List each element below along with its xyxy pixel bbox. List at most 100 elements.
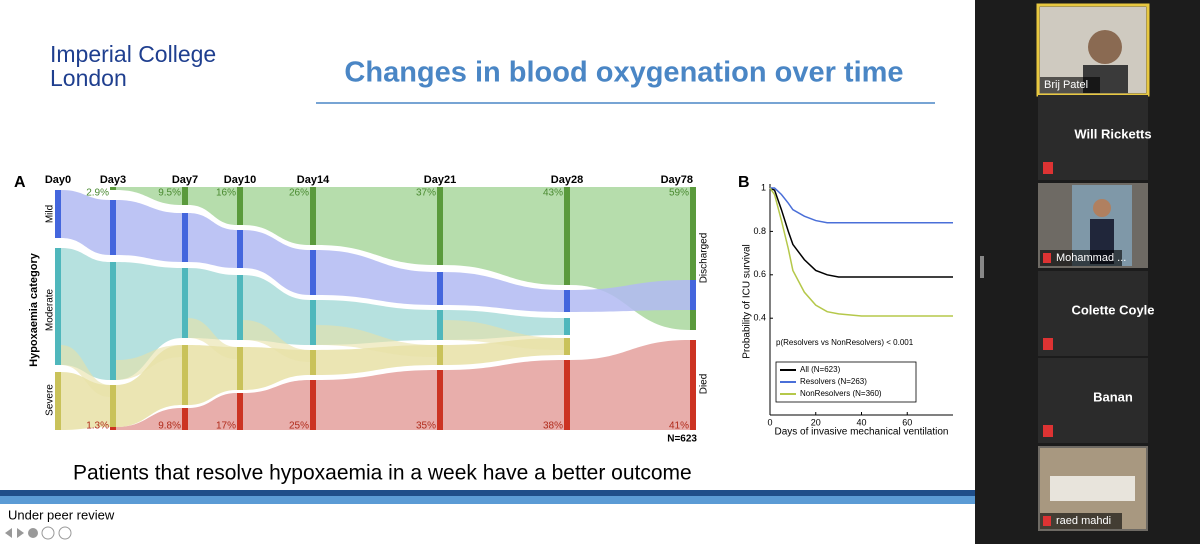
flow [61, 345, 110, 397]
y-tick-label: 0.4 [753, 313, 766, 323]
participant-tiles: Brij Patel Will Ricketts Mohammad ... Colet… [1036, 3, 1155, 531]
y-axis-label: Probability of ICU survival [742, 244, 753, 358]
name-bg [1040, 77, 1100, 93]
participant-tile[interactable]: Will Ricketts [1038, 95, 1152, 180]
top-percent: 2.9% [86, 188, 109, 199]
annotation: p(Resolvers vs NonResolvers) < 0.001 [776, 338, 914, 347]
flow [443, 187, 564, 285]
n-label: N=623 [667, 434, 697, 445]
x-tick-label: 0 [767, 417, 772, 427]
flow [188, 318, 237, 359]
panel-label: B [738, 174, 750, 191]
column-segment [182, 187, 188, 205]
flow [61, 190, 110, 255]
survival-line [769, 187, 953, 278]
participant-tile[interactable]: raed mahdi [1038, 446, 1148, 531]
name-bg [1040, 250, 1122, 266]
flow [443, 360, 564, 430]
flow [116, 345, 182, 427]
column-segment [182, 268, 188, 338]
survival-line [770, 187, 953, 224]
mute-icon [1043, 516, 1051, 526]
mute-icon [1043, 253, 1051, 263]
day-label: Day10 [224, 174, 256, 186]
column-segment [437, 345, 443, 365]
column-segment [564, 338, 570, 355]
view-button[interactable] [41, 526, 55, 540]
column-segment [182, 213, 188, 262]
top-percent: 37% [416, 188, 436, 199]
x-axis-label: Days of invasive mechanical ventilation [775, 427, 949, 438]
flow [316, 370, 437, 430]
column-segment [237, 187, 243, 225]
pen-button[interactable] [28, 528, 38, 538]
column-segment [110, 200, 116, 255]
flow [116, 345, 182, 380]
flow [316, 325, 437, 357]
participant-name: Mohammad ... [1056, 252, 1126, 264]
prev-button[interactable] [5, 528, 12, 538]
outcome-label: Discharged [699, 233, 710, 284]
column-segment [310, 250, 316, 295]
bottom-percent: 41% [669, 421, 689, 432]
menu-button[interactable] [58, 526, 72, 540]
next-button[interactable] [17, 528, 24, 538]
flow [316, 250, 437, 305]
flow [188, 187, 237, 225]
footer-bar-light [0, 496, 975, 504]
column-segment [310, 380, 316, 430]
takeaway: Patients that resolve hypoxaemia in a we… [73, 462, 692, 485]
status: Under peer review [8, 507, 115, 522]
day-label: Day3 [100, 174, 126, 186]
flow [116, 408, 182, 430]
flow [116, 187, 182, 205]
column-segment [310, 187, 316, 245]
flow [188, 393, 237, 430]
flow [243, 230, 310, 295]
panel-label: A [14, 174, 26, 191]
column-segment [110, 427, 116, 430]
category-label: Mild [45, 205, 56, 223]
participant-tile[interactable]: Banan [1038, 358, 1148, 443]
sankey: A Day0 Day3 Day7 Day10 Day14 Day21 Day28 Day78 2.… [14, 174, 710, 445]
top-percent: 26% [289, 188, 309, 199]
slide-toolbar[interactable] [5, 526, 72, 540]
survival-line [769, 187, 953, 317]
flow [243, 320, 310, 362]
column-segment [437, 272, 443, 305]
column-segment [237, 230, 243, 268]
tile-bg [1038, 271, 1148, 356]
y-tick-label: 0.6 [753, 269, 766, 279]
day-label: Day78 [661, 174, 693, 186]
day-label: Day14 [297, 174, 330, 186]
legend-label: Resolvers (N=263) [800, 377, 867, 386]
legend-label: All (N=623) [800, 365, 841, 374]
flow [570, 280, 690, 312]
flow [188, 345, 237, 405]
bottom-percent: 35% [416, 421, 436, 432]
top-percent: 9.5% [158, 188, 181, 199]
legend-label: NonResolvers (N=360) [800, 389, 882, 398]
participant-name: Banan [1093, 389, 1133, 404]
column-segment [110, 385, 116, 427]
divider-handle[interactable] [980, 256, 984, 278]
day-label: Day21 [424, 174, 456, 186]
column-segment [110, 262, 116, 380]
bottom-percent: 25% [289, 421, 309, 432]
participant-tile[interactable]: Brij Patel [1036, 3, 1150, 97]
day-label: Day0 [45, 174, 71, 186]
column-segment [55, 372, 61, 430]
participant-tile[interactable]: Mohammad ... [1038, 183, 1148, 268]
bottom-percent: 1.3% [86, 421, 109, 432]
top-percent: 59% [669, 188, 689, 199]
flow [316, 187, 437, 265]
face [1093, 199, 1111, 217]
participant-tile[interactable]: Colette Coyle [1038, 271, 1155, 356]
column-segment [237, 275, 243, 340]
column-segment [690, 187, 696, 330]
category-label: Moderate [45, 288, 56, 331]
column-segment [564, 360, 570, 430]
column-segment [564, 187, 570, 285]
